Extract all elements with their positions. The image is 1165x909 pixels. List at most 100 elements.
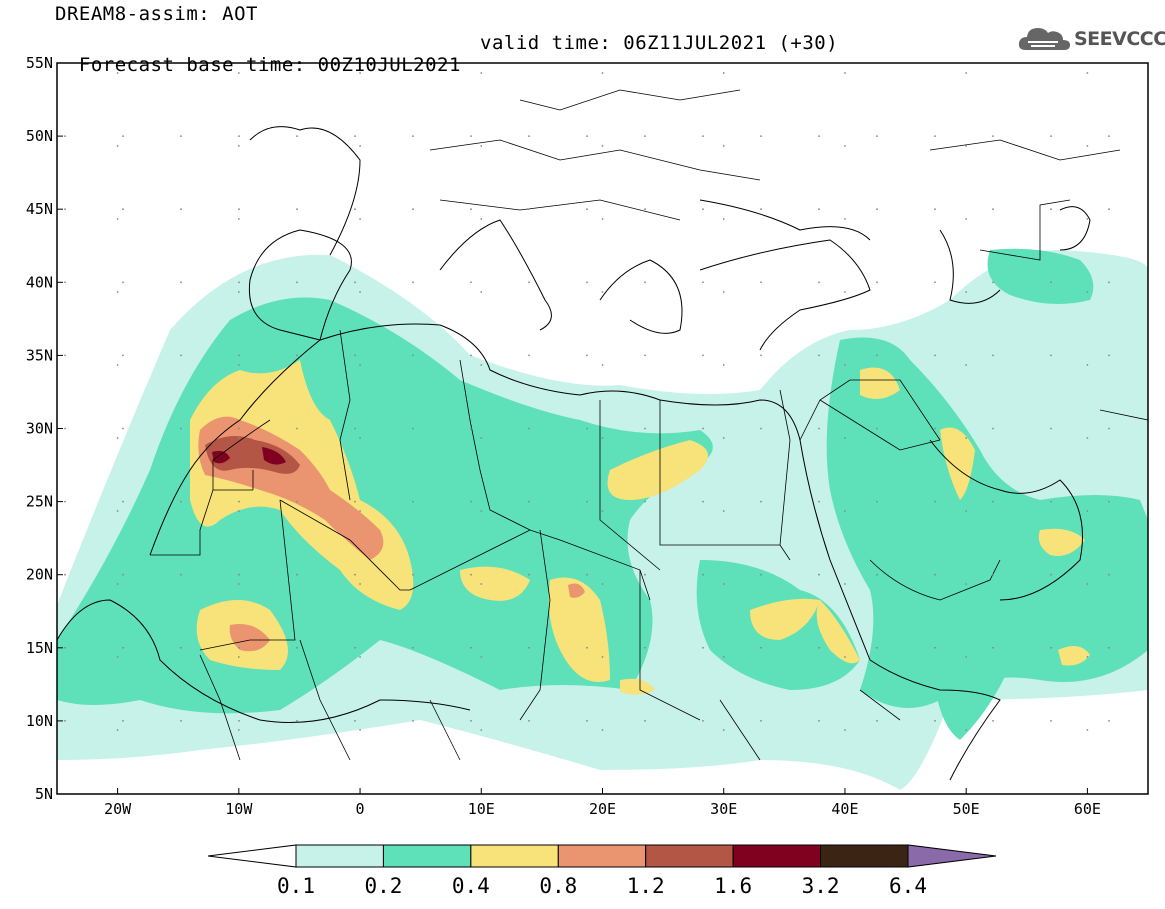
- cloud-icon: [1018, 28, 1070, 50]
- colorbar-label: 0.2: [364, 874, 402, 898]
- graticule-dot: [359, 729, 361, 731]
- graticule-dot: [818, 720, 820, 722]
- graticule-dot: [601, 218, 604, 220]
- graticule-dot: [116, 291, 119, 293]
- graticule-dot: [237, 656, 240, 658]
- graticule-dot: [844, 437, 846, 439]
- graticule-dot: [586, 208, 588, 211]
- graticule-dot: [237, 437, 240, 439]
- graticule-dot: [122, 354, 124, 357]
- graticule-dot: [601, 656, 604, 658]
- lat-tick-label: 45N: [26, 200, 53, 218]
- graticule-dot: [1050, 500, 1052, 503]
- graticule-dot: [116, 218, 119, 220]
- graticule-dot: [64, 720, 66, 722]
- graticule-dot: [934, 427, 936, 430]
- colorbar-label: 1.6: [714, 874, 752, 898]
- graticule-dot: [528, 427, 530, 430]
- graticule-dot: [480, 72, 483, 74]
- graticule-dot: [296, 573, 298, 576]
- graticule-dot: [412, 281, 414, 284]
- graticule-dot: [412, 354, 414, 357]
- coastlines: [57, 126, 1091, 781]
- graticule-dot: [480, 583, 483, 585]
- graticule-dot: [760, 208, 762, 211]
- lat-tick-label: 40N: [26, 273, 53, 291]
- graticule-dot: [64, 354, 66, 357]
- graticule-dot: [470, 208, 472, 211]
- graticule-dot: [64, 427, 66, 430]
- graticule-dot: [238, 646, 240, 649]
- graticule-dot: [722, 218, 725, 220]
- graticule-dot: [296, 208, 298, 211]
- graticule-dot: [844, 291, 846, 293]
- graticule-dot: [722, 656, 725, 658]
- graticule-dot: [644, 281, 646, 284]
- graticule-dot: [644, 427, 646, 430]
- lon-tick-label: 20W: [104, 800, 132, 818]
- graticule-dot: [644, 208, 646, 211]
- graticule-dot: [1086, 291, 1089, 293]
- graticule-dot: [1086, 729, 1089, 731]
- colorbar-label: 1.2: [627, 874, 665, 898]
- graticule-dot: [586, 354, 588, 357]
- graticule-dot: [722, 72, 725, 74]
- graticule-dot: [965, 145, 968, 147]
- graticule-dot: [876, 427, 878, 430]
- graticule-dot: [1086, 656, 1089, 658]
- graticule-dot: [64, 281, 66, 284]
- graticule-dot: [965, 218, 968, 220]
- graticule-dot: [601, 510, 604, 512]
- graticule-dot: [238, 573, 240, 576]
- graticule-dot: [934, 646, 936, 649]
- graticule-dot: [354, 573, 356, 576]
- graticule-dot: [480, 364, 483, 366]
- graticule-dot: [122, 646, 124, 649]
- graticule-dot: [237, 291, 240, 293]
- graticule-dot: [180, 135, 182, 138]
- graticule-dot: [1108, 500, 1110, 503]
- graticule-dot: [354, 500, 356, 503]
- graticule-dot: [992, 281, 994, 284]
- colorbar-swatch: [382, 844, 472, 868]
- graticule-dot: [237, 72, 240, 74]
- graticule-dot: [722, 145, 725, 147]
- graticule-dot: [116, 656, 119, 658]
- colorbar-high-arrow: [907, 844, 997, 868]
- graticule-dot: [122, 500, 124, 503]
- graticule-dot: [412, 135, 414, 138]
- graticule-dot: [586, 646, 588, 649]
- graticule-dot: [470, 500, 472, 503]
- graticule-dot: [644, 646, 646, 649]
- graticule-dot: [722, 510, 725, 512]
- colorbar-low-arrow: [207, 844, 297, 868]
- lon-tick-label: 10W: [225, 800, 253, 818]
- graticule-dot: [644, 573, 646, 576]
- graticule-dot: [528, 646, 530, 649]
- graticule-dot: [818, 573, 820, 576]
- graticule-dot: [1108, 720, 1110, 722]
- graticule-dot: [844, 510, 846, 512]
- graticule-dot: [480, 437, 483, 439]
- graticule-dot: [1108, 135, 1110, 138]
- graticule-dot: [702, 720, 704, 722]
- graticule-dot: [359, 291, 361, 293]
- graticule-dot: [64, 500, 66, 503]
- lat-tick-label: 15N: [26, 639, 53, 657]
- graticule-dot: [844, 656, 846, 658]
- graticule-dot: [818, 208, 820, 211]
- graticule-dot: [122, 281, 124, 284]
- graticule-dot: [586, 281, 588, 284]
- seevccc-logo: SEEVCCC: [1018, 22, 1165, 56]
- graticule-dot: [64, 646, 66, 649]
- graticule-dot: [122, 573, 124, 576]
- graticule-dot: [965, 510, 968, 512]
- colorbar-swatch: [732, 844, 822, 868]
- graticule-dot: [354, 646, 356, 649]
- graticule-dot: [1050, 354, 1052, 357]
- graticule-dot: [1108, 354, 1110, 357]
- graticule-dot: [354, 427, 356, 430]
- graticule-dot: [844, 729, 846, 731]
- graticule-dot: [934, 354, 936, 357]
- graticule-dot: [470, 281, 472, 284]
